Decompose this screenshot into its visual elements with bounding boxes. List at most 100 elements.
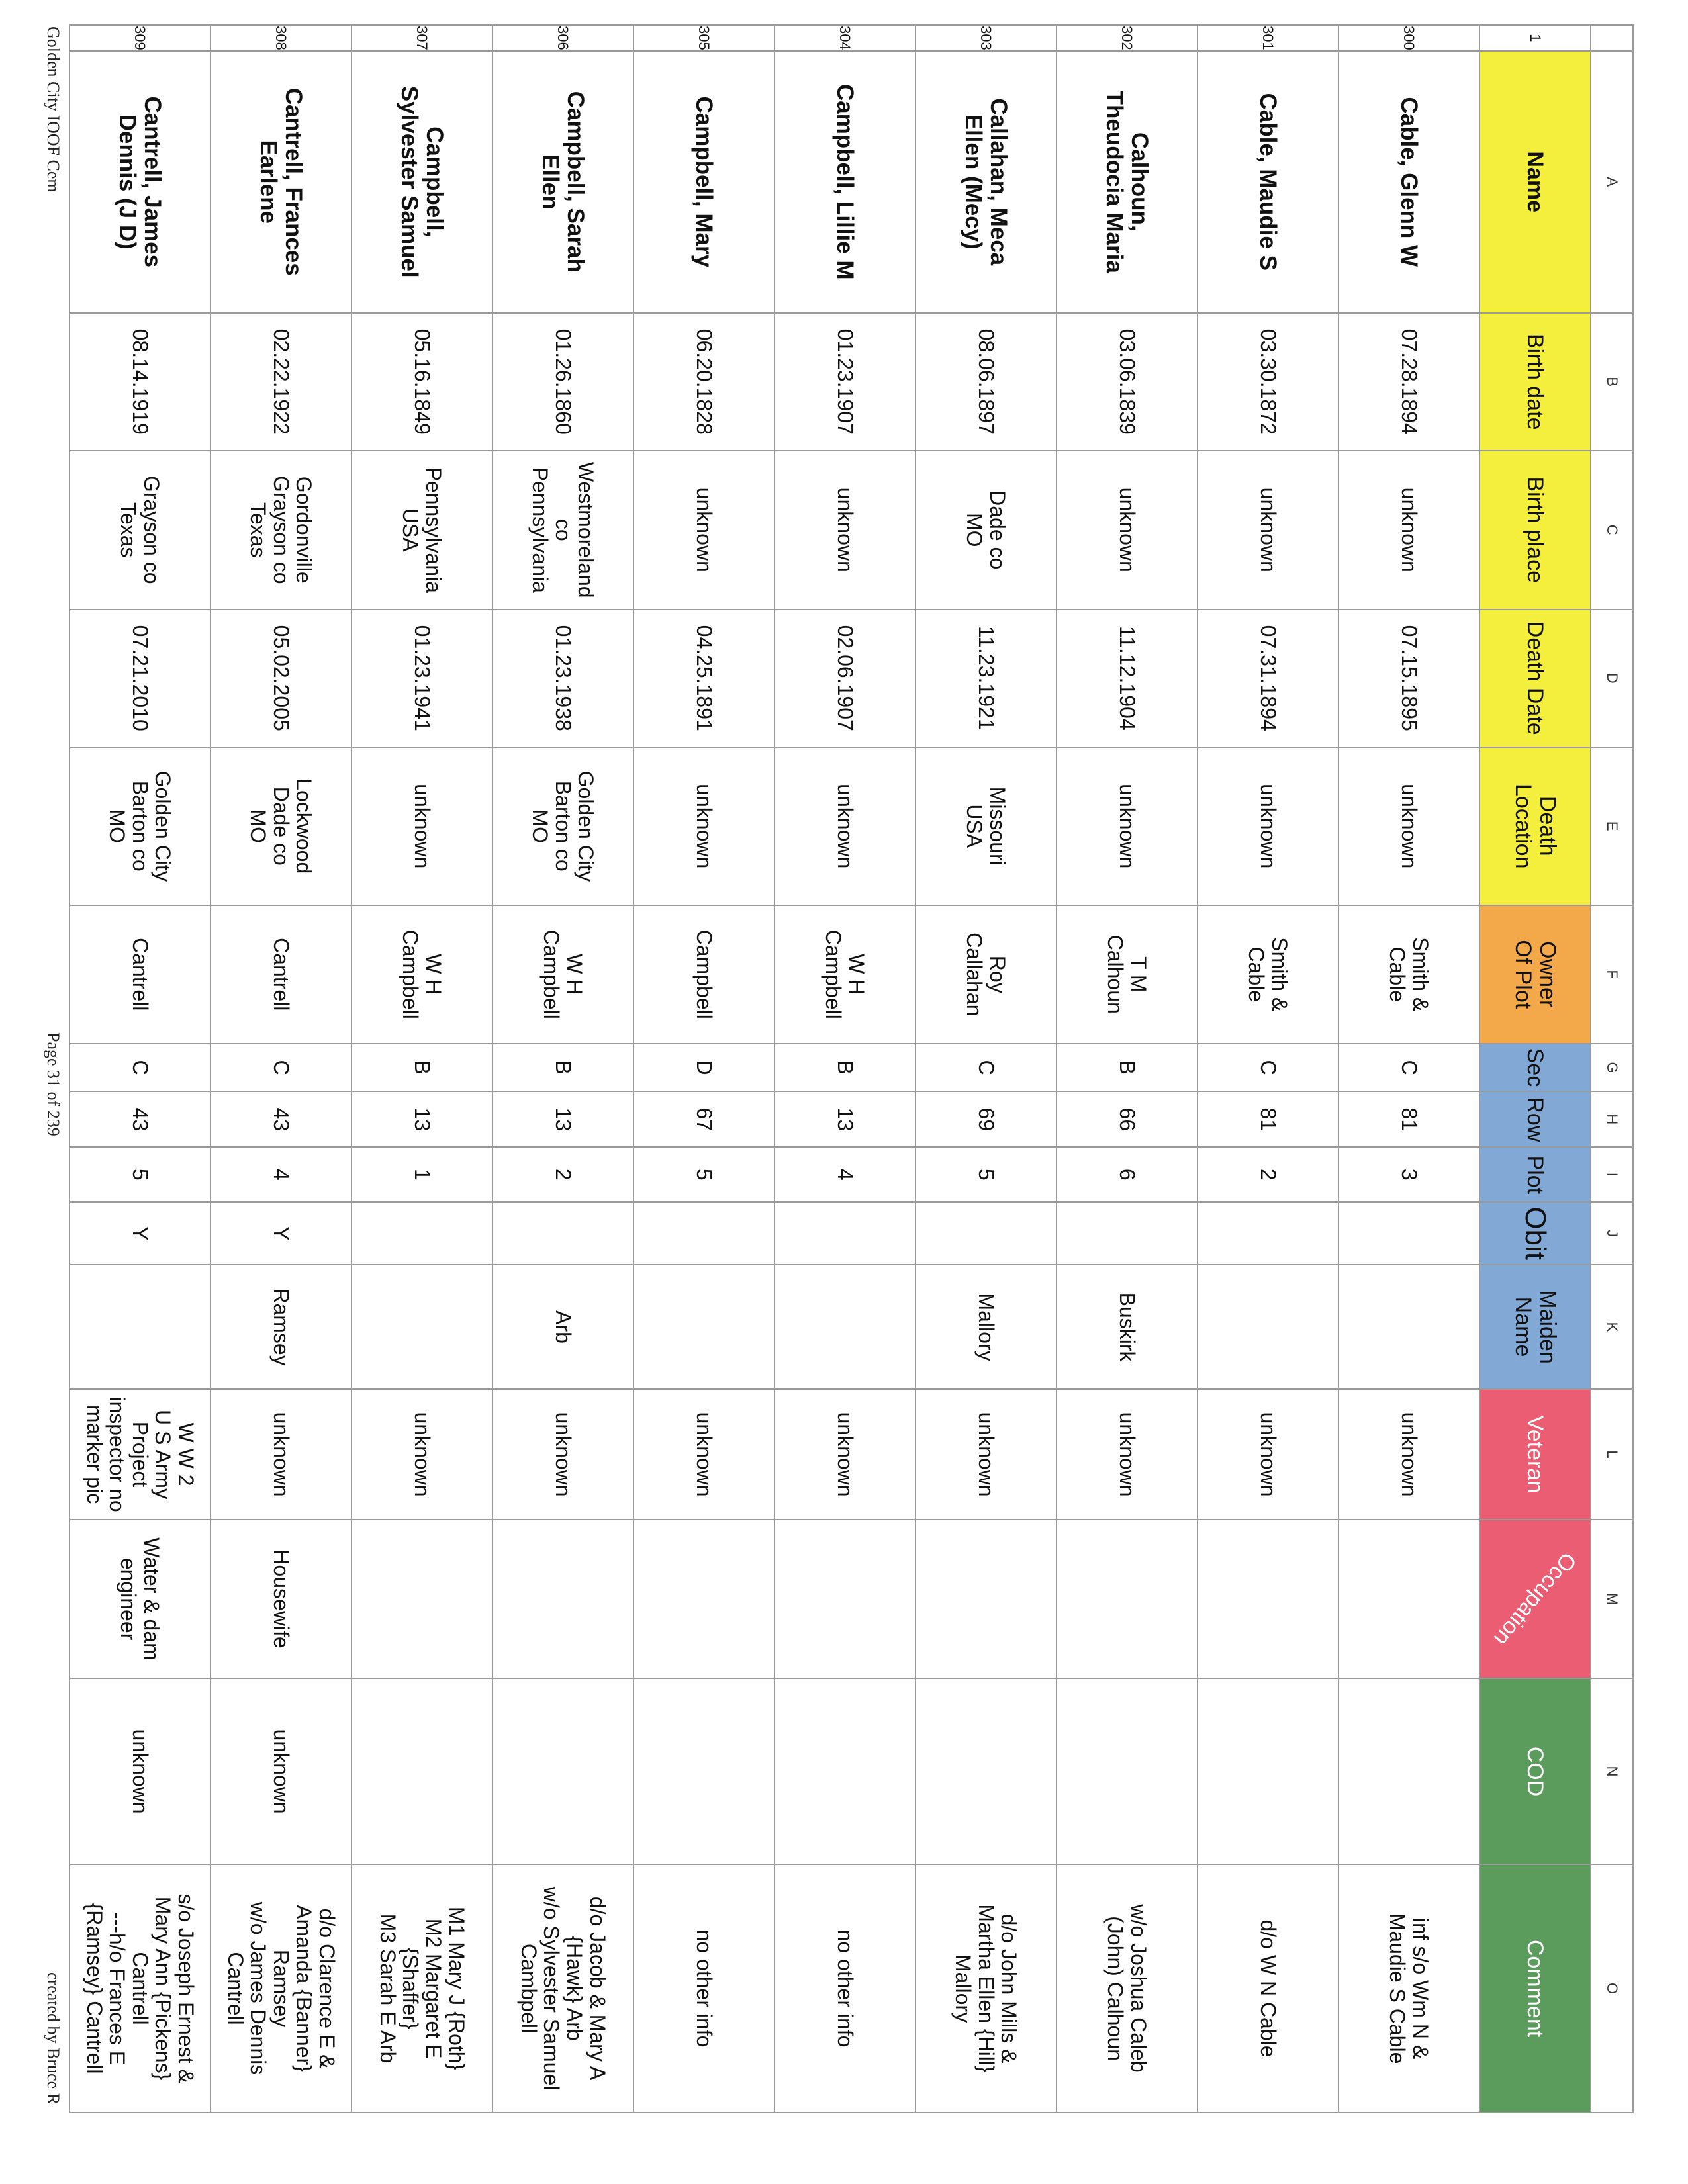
cell-death-location: unknown: [774, 747, 915, 905]
cell-death-date: 07.15.1895: [1338, 609, 1479, 747]
cell-occupation: [915, 1520, 1056, 1679]
cell-death-location: Lockwood Dade co MO: [211, 747, 352, 905]
cell-death-date: 11.23.1921: [915, 609, 1056, 747]
cell-birth-place: Westmoreland co Pennsylvania: [492, 450, 633, 610]
cell-death-location: unknown: [633, 747, 774, 905]
table-row: 300 Cable, Glenn W 07.28.1894 unknown 07.15.…: [1338, 25, 1479, 2113]
row-number: 302: [1056, 25, 1197, 51]
cell-owner-of-plot: T M Calhoun: [1056, 905, 1197, 1044]
header-label: Death Date: [1523, 621, 1548, 735]
row-number: 309: [70, 25, 211, 51]
column-header-birth-date: Birth date: [1479, 312, 1591, 451]
cell-death-location: unknown: [1056, 747, 1197, 905]
cell-name: Cable, Maudie S: [1197, 50, 1338, 313]
header-label: Birth date: [1523, 333, 1548, 430]
cell-row: 81: [1338, 1091, 1479, 1148]
column-letter: D: [1591, 609, 1633, 747]
footer-credit: created by Bruce R: [44, 1972, 63, 2105]
column-header-occupation: Occupation: [1479, 1520, 1591, 1679]
column-letter: B: [1591, 312, 1633, 451]
cell-sec: C: [915, 1043, 1056, 1092]
cell-maiden-name: [774, 1265, 915, 1390]
header-label: Owner Of Plot: [1511, 940, 1560, 1009]
cell-veteran: unknown: [352, 1389, 492, 1520]
column-letter: O: [1591, 1864, 1633, 2113]
cell-owner-of-plot: Smith & Cable: [1338, 905, 1479, 1044]
cell-row: 13: [352, 1091, 492, 1148]
cell-sec: D: [633, 1043, 774, 1092]
cell-sec: C: [1197, 1043, 1338, 1092]
cell-veteran: W W 2 U S Army Project inspector no mark…: [70, 1389, 211, 1520]
cell-sec: B: [1056, 1043, 1197, 1092]
table-row: 308 Cantrell, Frances Earlene 02.22.1922 Go…: [211, 25, 352, 2113]
cell-comment: no other info: [774, 1864, 915, 2113]
row-number: 301: [1197, 25, 1338, 51]
cell-row: 13: [774, 1091, 915, 1148]
cell-death-date: 04.25.1891: [633, 609, 774, 747]
table-row: 307 Campbell, Sylvester Samuel 05.16.1849 P…: [352, 25, 492, 2113]
cell-comment: w/o Joshua Caleb (John) Calhoun: [1056, 1864, 1197, 2113]
cell-plot: 3: [1338, 1147, 1479, 1203]
cell-death-location: Missouri USA: [915, 747, 1056, 905]
cell-name: Campbell, Mary: [633, 50, 774, 313]
cell-plot: 2: [1197, 1147, 1338, 1203]
cell-birth-date: 07.28.1894: [1338, 312, 1479, 451]
cell-birth-date: 08.14.1919: [70, 312, 211, 451]
column-letter: E: [1591, 747, 1633, 905]
cell-death-date: 07.21.2010: [70, 609, 211, 747]
cell-obit: Y: [211, 1202, 352, 1265]
cell-row: 43: [70, 1091, 211, 1148]
cell-veteran: unknown: [1338, 1389, 1479, 1520]
cell-death-location: unknown: [1197, 747, 1338, 905]
cell-name: Cantrell, Frances Earlene: [211, 50, 352, 313]
cell-owner-of-plot: Smith & Cable: [1197, 905, 1338, 1044]
cell-obit: [352, 1202, 492, 1265]
cell-birth-place: unknown: [1338, 450, 1479, 610]
cell-maiden-name: [1197, 1265, 1338, 1390]
cell-sec: C: [1338, 1043, 1479, 1092]
column-letter: N: [1591, 1678, 1633, 1865]
cell-occupation: [1338, 1520, 1479, 1679]
cell-veteran: unknown: [492, 1389, 633, 1520]
cell-row: 69: [915, 1091, 1056, 1148]
cell-plot: 4: [211, 1147, 352, 1203]
cell-birth-place: unknown: [774, 450, 915, 610]
cell-comment: s/o Joseph Ernest & Mary Ann {Pickens} C…: [70, 1864, 211, 2113]
cell-obit: [915, 1202, 1056, 1265]
cell-death-location: unknown: [1338, 747, 1479, 905]
cell-birth-date: 06.20.1828: [633, 312, 774, 451]
cell-cod: unknown: [70, 1678, 211, 1865]
cell-name: Campbell, Sylvester Samuel: [352, 50, 492, 313]
cell-birth-place: unknown: [1056, 450, 1197, 610]
column-header-death-location: Death Location: [1479, 747, 1591, 905]
cell-veteran: unknown: [774, 1389, 915, 1520]
cell-comment: d/o John Mills & Martha Ellen {Hill} Mal…: [915, 1864, 1056, 2113]
cell-plot: 5: [633, 1147, 774, 1203]
column-letter: I: [1591, 1147, 1633, 1203]
cell-occupation: [1056, 1520, 1197, 1679]
header-label: Obit: [1519, 1206, 1552, 1261]
header-label: Comment: [1523, 1939, 1548, 2038]
cell-obit: [633, 1202, 774, 1265]
cell-owner-of-plot: W H Campbell: [492, 905, 633, 1044]
cell-cod: [774, 1678, 915, 1865]
cell-birth-date: 01.26.1860: [492, 312, 633, 451]
cell-veteran: unknown: [1197, 1389, 1338, 1520]
cell-cod: unknown: [211, 1678, 352, 1865]
cell-row: 13: [492, 1091, 633, 1148]
cell-plot: 5: [70, 1147, 211, 1203]
cell-death-location: Golden City Barton co MO: [70, 747, 211, 905]
cell-birth-date: 01.23.1907: [774, 312, 915, 451]
row-number: 307: [352, 25, 492, 51]
header-label: Birth place: [1523, 477, 1548, 584]
column-header-name: Name: [1479, 50, 1591, 313]
cell-sec: C: [70, 1043, 211, 1092]
cell-row: 67: [633, 1091, 774, 1148]
cell-obit: [1338, 1202, 1479, 1265]
row-number: 304: [774, 25, 915, 51]
row-number: 303: [915, 25, 1056, 51]
cell-sec: B: [774, 1043, 915, 1092]
cell-birth-place: Dade co MO: [915, 450, 1056, 610]
cell-obit: [774, 1202, 915, 1265]
cell-maiden-name: Buskirk: [1056, 1265, 1197, 1390]
